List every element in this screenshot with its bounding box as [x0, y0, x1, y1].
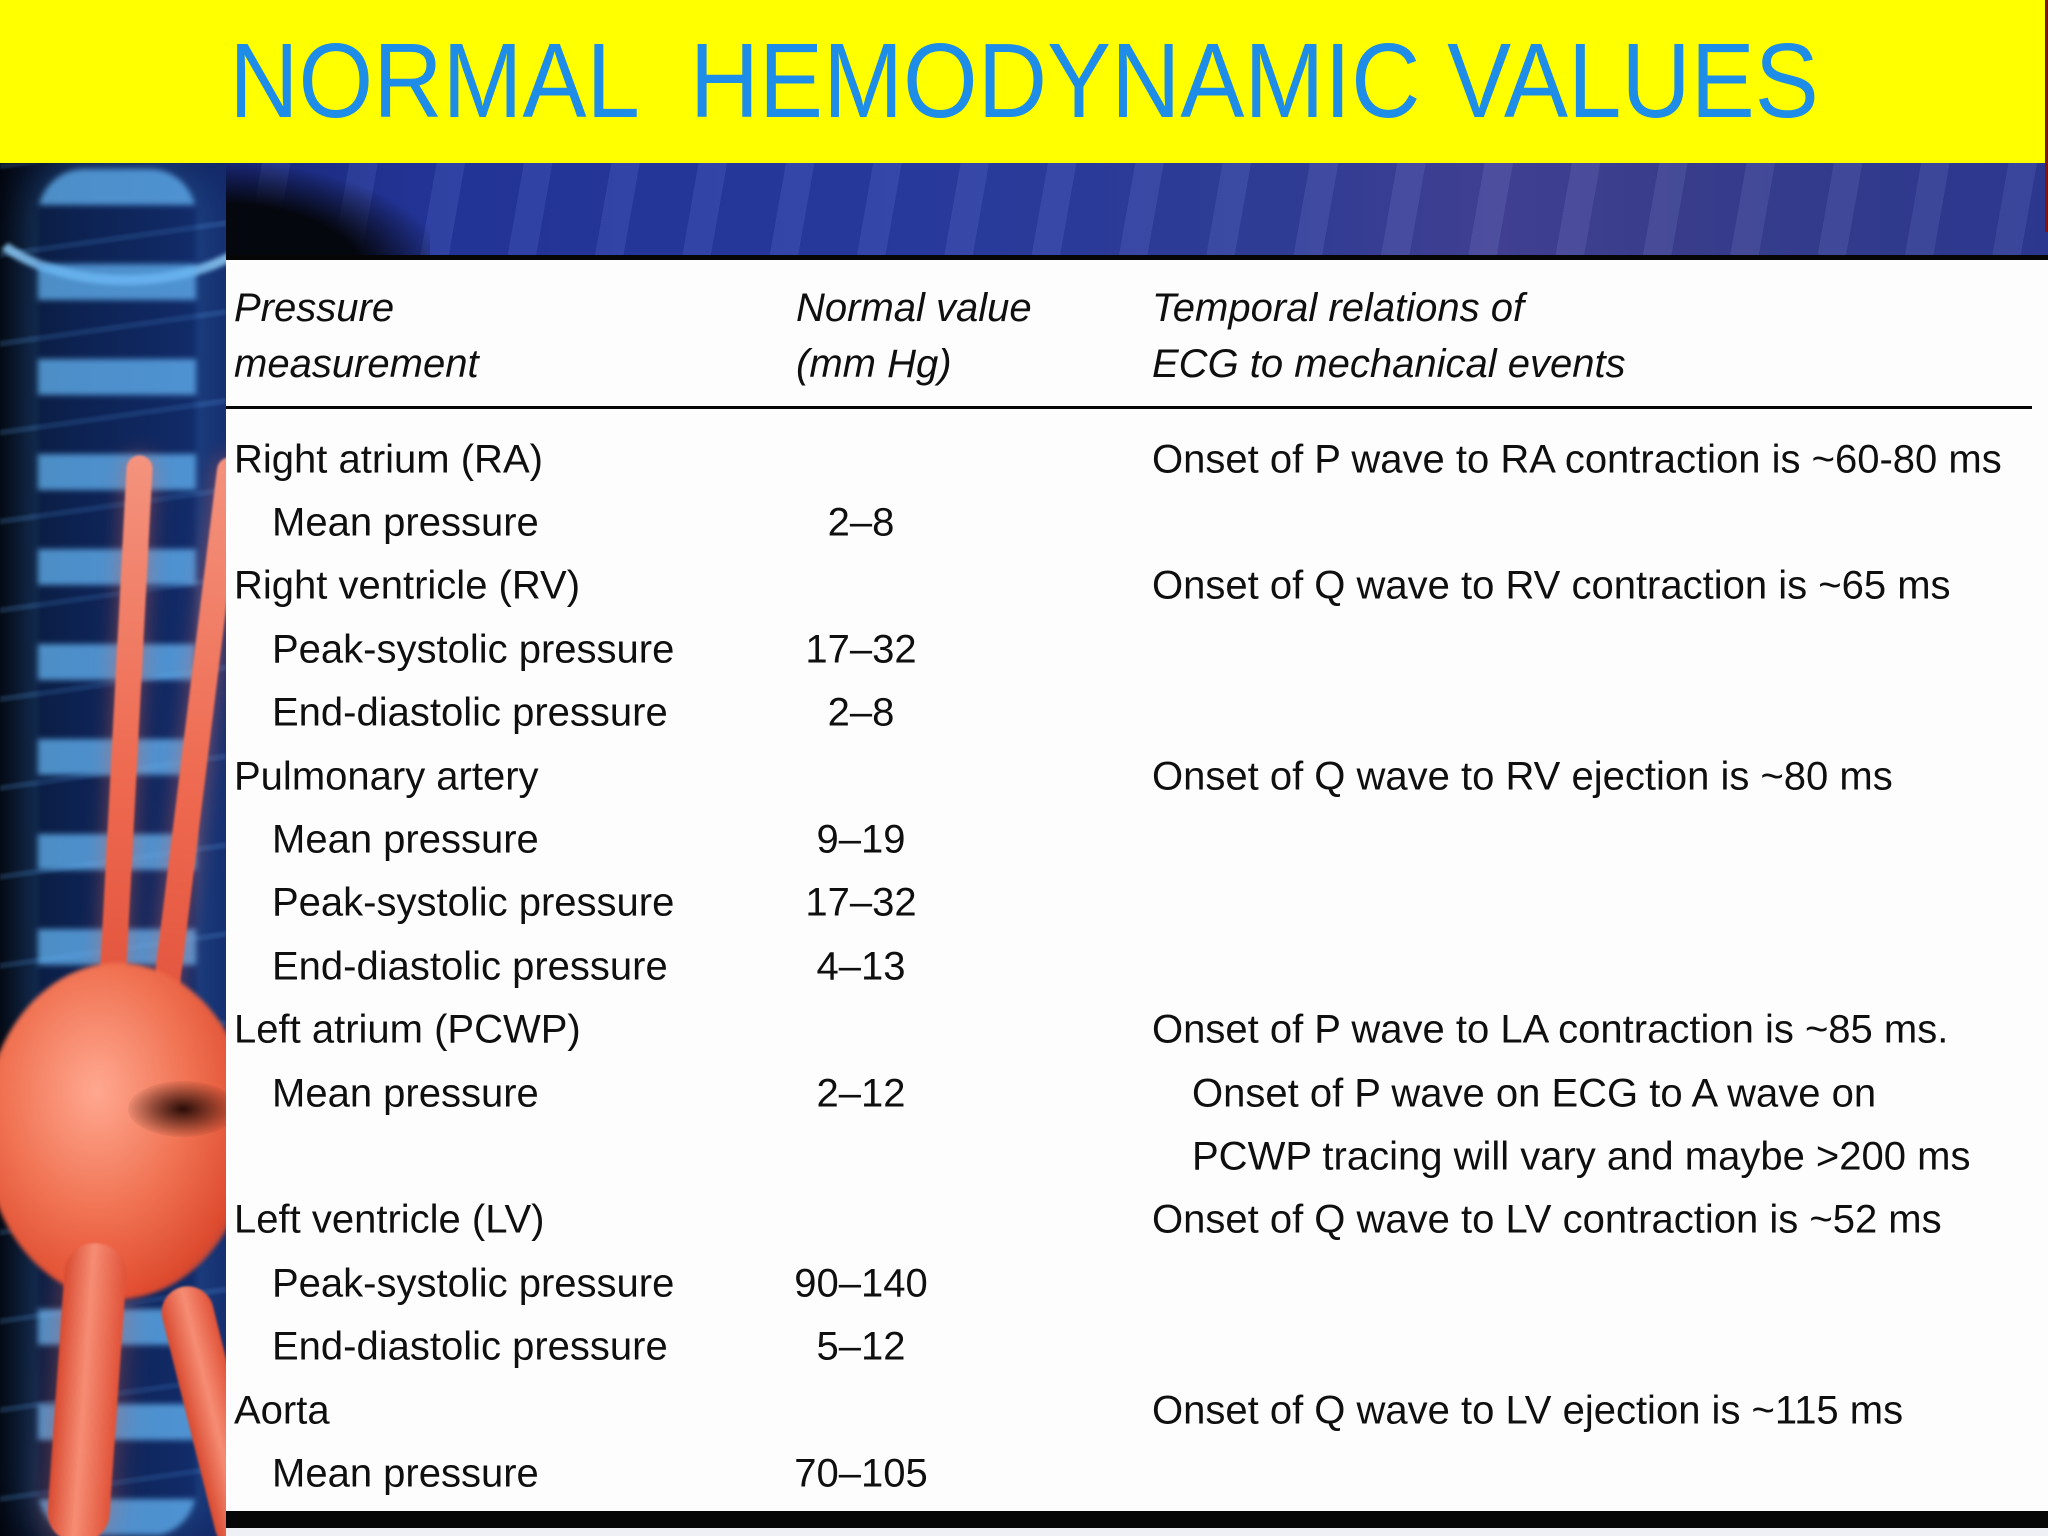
normal-value: 2–8 [827, 500, 895, 545]
normal-value: 9–19 [816, 817, 906, 862]
table-row: Peak-systolic pressure 90–140 [226, 1252, 2048, 1315]
table-row: Peak-systolic pressure 17–32 [226, 872, 2048, 935]
ecg-temporal-note: Onset of Q wave to LV ejection is ~115 m… [1152, 1388, 1904, 1433]
table-row: Left atrium (PCWP) Onset of P wave to LA… [226, 999, 2048, 1062]
ecg-temporal-note: Onset of Q wave to RV contraction is ~65… [1152, 563, 1951, 608]
normal-value: 2–8 [827, 690, 895, 735]
ecg-temporal-note: Onset of P wave to RA contraction is ~60… [1152, 437, 2002, 482]
normal-value: 17–32 [805, 880, 917, 925]
pressure-measurement-label: Right ventricle (RV) [234, 563, 581, 608]
pressure-measurement-label: Left atrium (PCWP) [234, 1007, 581, 1052]
screen-edge-artifact [2045, 0, 2048, 232]
shoulder-silhouette [200, 163, 430, 256]
table-row: Pulmonary artery Onset of Q wave to RV e… [226, 745, 2048, 808]
pressure-measurement-label: Peak-systolic pressure [272, 1261, 675, 1306]
table-row: Mean pressure 2–8 [226, 491, 2048, 554]
pressure-measurement-label: End-diastolic pressure [272, 1324, 668, 1369]
table-row: End-diastolic pressure 2–8 [226, 682, 2048, 745]
normal-value: 90–140 [794, 1261, 928, 1306]
table-row: Mean pressure 9–19 [226, 808, 2048, 871]
table-row: Left ventricle (LV) Onset of Q wave to L… [226, 1189, 2048, 1252]
normal-value: 17–32 [805, 627, 917, 672]
header-temporal-relations: Temporal relations of [1152, 286, 1525, 330]
pressure-measurement-label: Left ventricle (LV) [234, 1197, 545, 1242]
table-rows: Right atrium (RA) Onset of P wave to RA … [226, 428, 2048, 1506]
header-temporal-relations: ECG to mechanical events [1152, 342, 1626, 386]
pressure-measurement-label: End-diastolic pressure [272, 690, 668, 735]
pressure-measurement-label: Aorta [234, 1388, 330, 1433]
pressure-measurement-label: Pulmonary artery [234, 754, 539, 799]
pressure-measurement-label: Peak-systolic pressure [272, 627, 675, 672]
table-row: Aorta Onset of Q wave to LV ejection is … [226, 1379, 2048, 1442]
table-bottom-border [226, 1511, 2048, 1528]
pressure-measurement-label: Mean pressure [272, 1071, 539, 1116]
table-row: Right ventricle (RV) Onset of Q wave to … [226, 555, 2048, 618]
ecg-temporal-note: Onset of P wave on ECG to A wave on [1192, 1071, 1877, 1116]
pressure-measurement-label: Mean pressure [272, 1451, 539, 1496]
normal-value: 70–105 [794, 1451, 928, 1496]
pressure-measurement-label: Mean pressure [272, 500, 539, 545]
table-row: Mean pressure 2–12 Onset of P wave on EC… [226, 1062, 2048, 1125]
title-banner: NORMAL HEMODYNAMIC VALUES [0, 0, 2048, 163]
page-title: NORMAL HEMODYNAMIC VALUES [229, 22, 1819, 140]
normal-value: 5–12 [816, 1324, 906, 1369]
table-row: End-diastolic pressure 5–12 [226, 1315, 2048, 1378]
table-footer-strip [226, 1528, 2048, 1536]
table-row: PCWP tracing will vary and maybe >200 ms [226, 1125, 2048, 1188]
table-row: Mean pressure 70–105 [226, 1442, 2048, 1505]
background-band [0, 163, 2048, 256]
table-header: Pressure measurement Normal value (mm Hg… [226, 260, 2048, 406]
header-pressure-measurement: Pressure [234, 286, 395, 330]
ecg-temporal-note: PCWP tracing will vary and maybe >200 ms [1192, 1134, 1971, 1179]
hemodynamics-table: Pressure measurement Normal value (mm Hg… [226, 255, 2048, 1536]
pressure-measurement-label: Mean pressure [272, 817, 539, 862]
header-pressure-measurement: measurement [234, 342, 479, 386]
header-normal-value: Normal value [796, 286, 1032, 330]
heart-art [128, 1081, 226, 1137]
anatomy-illustration [0, 163, 226, 1536]
ecg-temporal-note: Onset of Q wave to RV ejection is ~80 ms [1152, 754, 1893, 799]
table-row: Peak-systolic pressure 17–32 [226, 618, 2048, 681]
header-normal-value: (mm Hg) [796, 342, 952, 386]
ecg-temporal-note: Onset of P wave to LA contraction is ~85… [1152, 1007, 1949, 1052]
ecg-temporal-note: Onset of Q wave to LV contraction is ~52… [1152, 1197, 1942, 1242]
table-row: End-diastolic pressure 4–13 [226, 935, 2048, 998]
normal-value: 4–13 [816, 944, 906, 989]
pressure-measurement-label: Right atrium (RA) [234, 437, 543, 482]
header-divider [226, 406, 2032, 409]
pressure-measurement-label: End-diastolic pressure [272, 944, 668, 989]
pressure-measurement-label: Peak-systolic pressure [272, 880, 675, 925]
table-row: Right atrium (RA) Onset of P wave to RA … [226, 428, 2048, 491]
normal-value: 2–12 [816, 1071, 906, 1116]
